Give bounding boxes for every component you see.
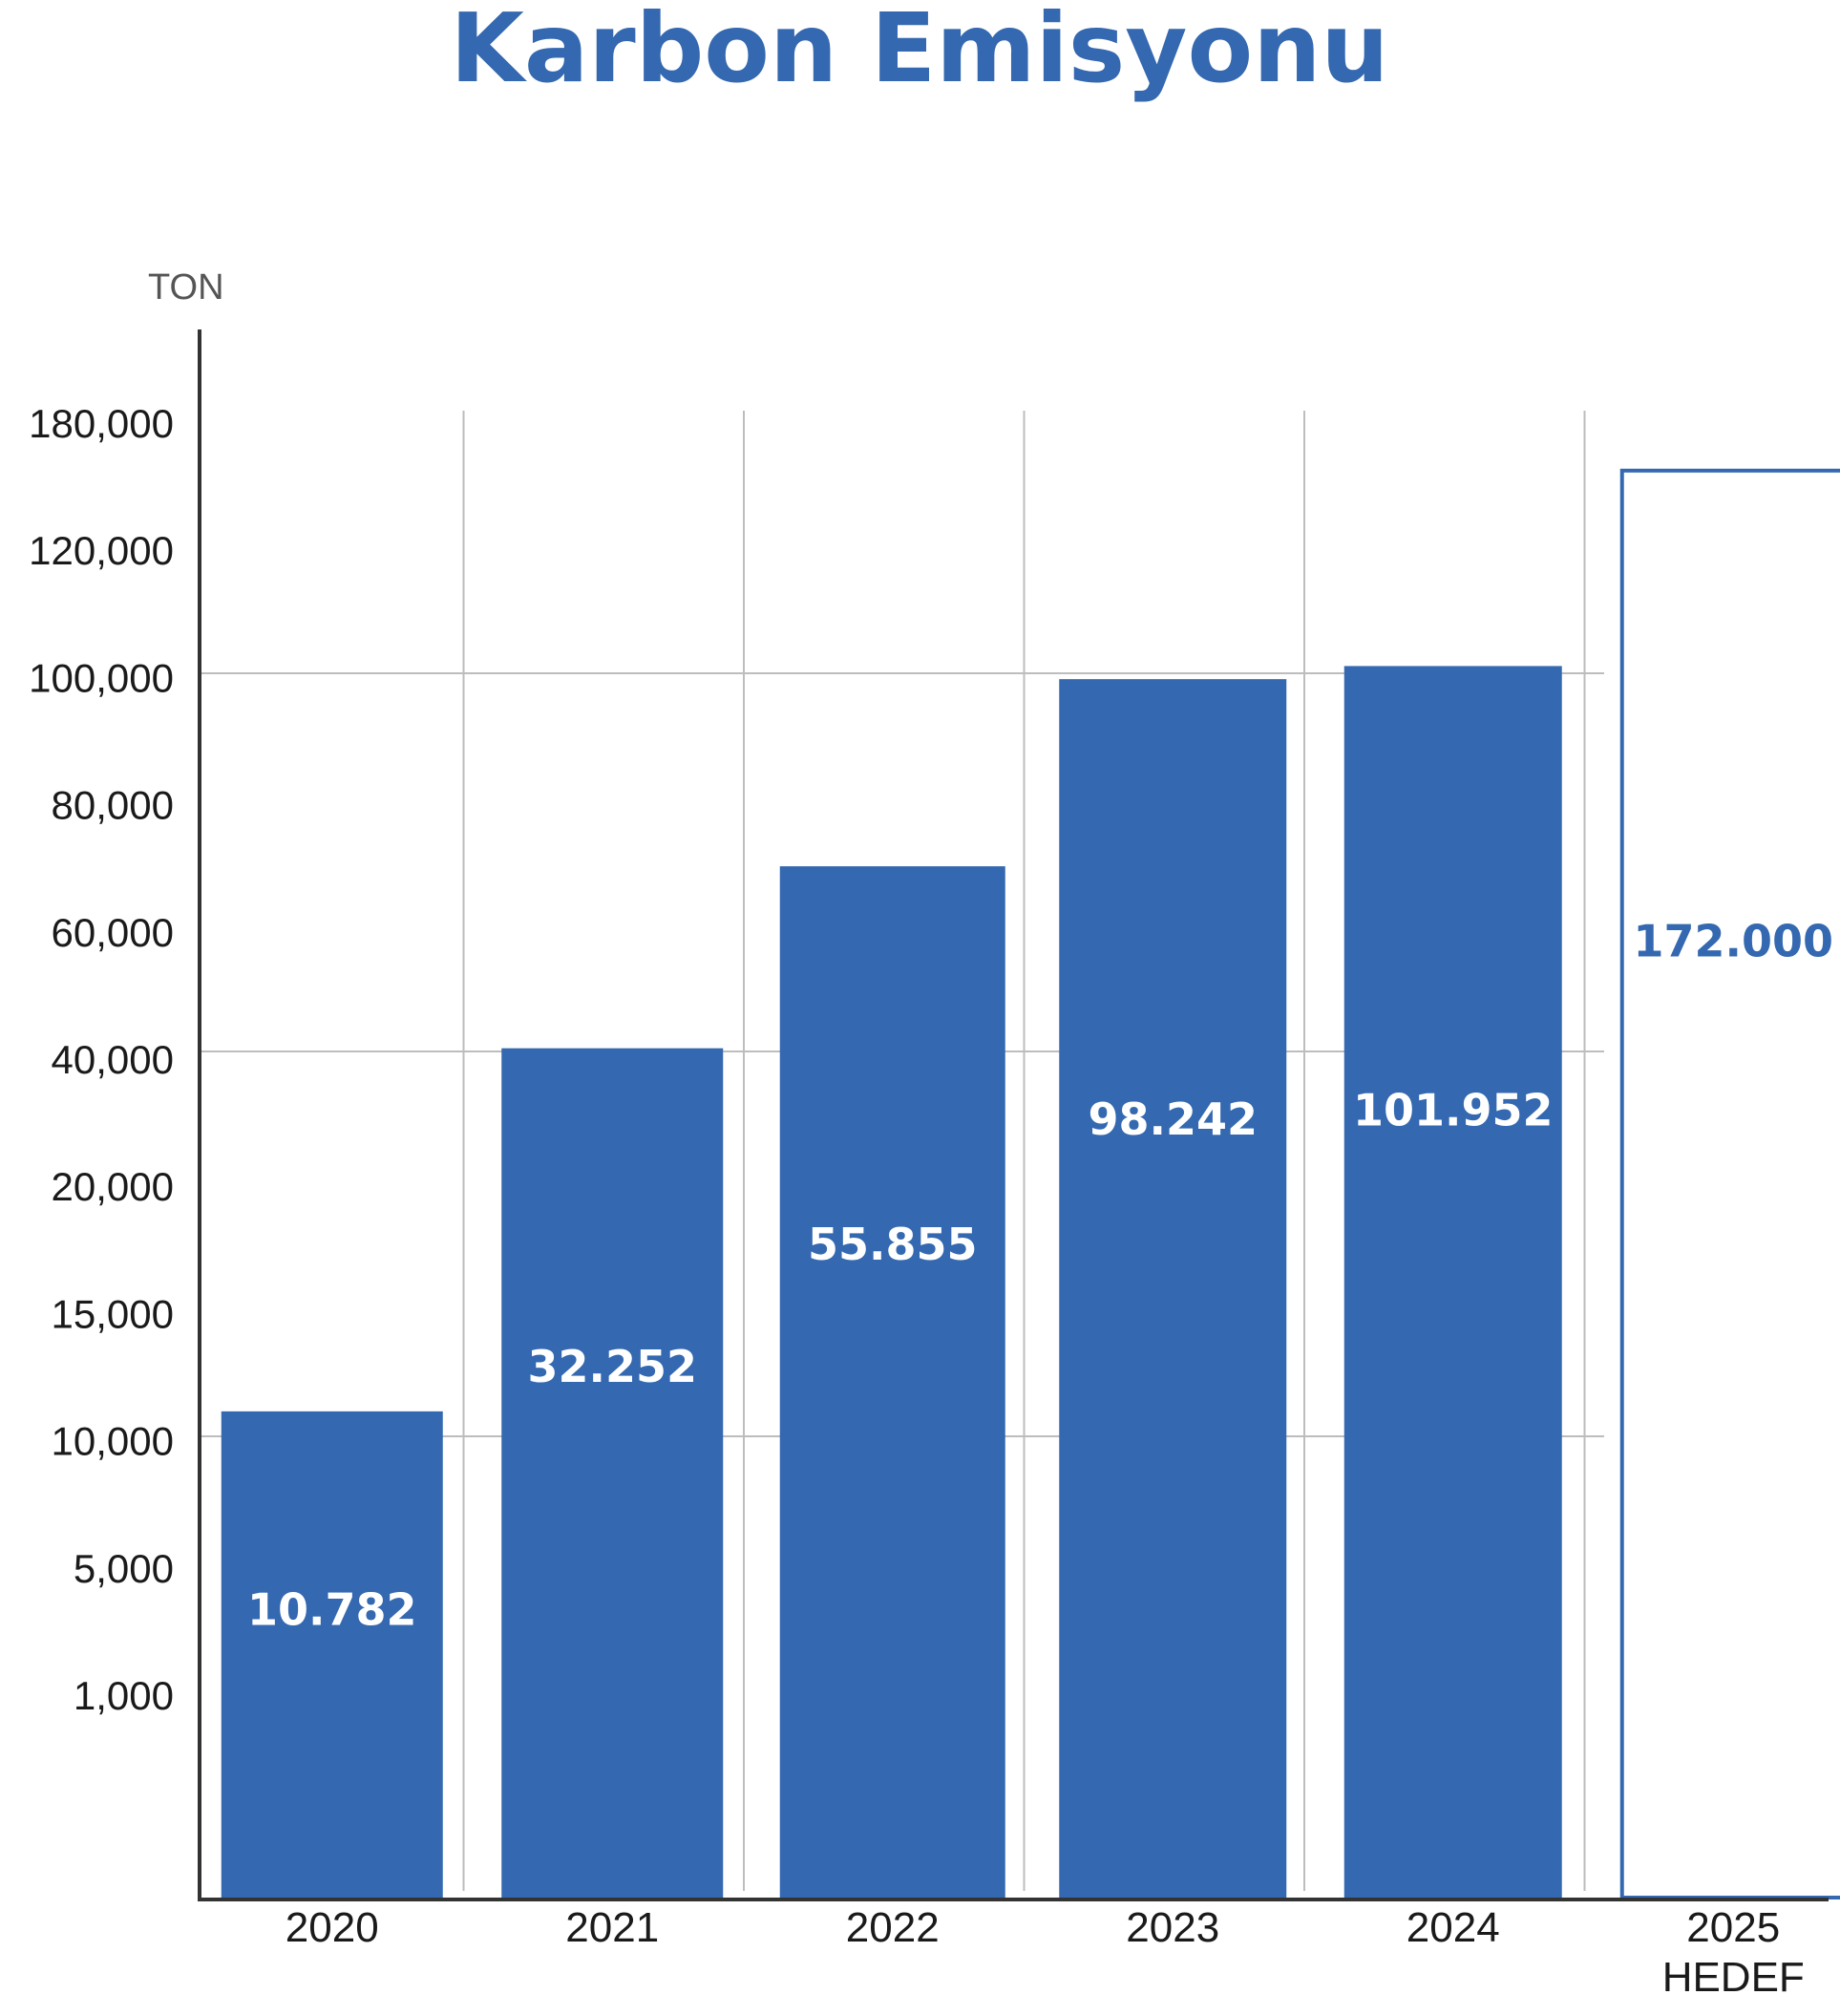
data-label-2022: 55.855 bbox=[808, 1219, 978, 1270]
chart-title: Karbon Emisyonu bbox=[450, 0, 1388, 104]
bar-2020 bbox=[221, 1411, 443, 1899]
bar-2024 bbox=[1343, 666, 1562, 1899]
bar-2025 bbox=[1619, 468, 1840, 1900]
y-tick-label: 5,000 bbox=[74, 1546, 174, 1591]
y-tick-label: 120,000 bbox=[29, 528, 174, 573]
data-label-2020: 10.782 bbox=[247, 1584, 417, 1636]
x-label-2024: 2024 bbox=[1406, 1904, 1500, 1951]
y-tick-label: 80,000 bbox=[52, 783, 174, 828]
y-tick-label: 15,000 bbox=[52, 1291, 174, 1336]
x-label-2025: 2025 bbox=[1686, 1904, 1780, 1951]
data-label-2025: 172.000 bbox=[1633, 916, 1833, 967]
data-labels: 10.782 32.252 55.855 98.242 101.952 172.000 bbox=[247, 916, 1833, 1636]
x-label-2021: 2021 bbox=[565, 1904, 659, 1951]
data-label-2024: 101.952 bbox=[1353, 1085, 1554, 1136]
bar-2023 bbox=[1059, 679, 1287, 1899]
y-tick-label: 100,000 bbox=[29, 655, 174, 700]
x-label-2023: 2023 bbox=[1126, 1904, 1219, 1951]
y-unit-label: TON bbox=[148, 267, 224, 308]
data-label-2021: 32.252 bbox=[527, 1341, 697, 1392]
y-tick-label: 20,000 bbox=[52, 1164, 174, 1209]
bar-2021 bbox=[501, 1048, 724, 1899]
bar-2022 bbox=[779, 866, 1005, 1899]
y-tick-labels: 1,000 5,000 10,000 15,000 20,000 40,000 60,000… bbox=[29, 401, 174, 1718]
data-label-2023: 98.242 bbox=[1088, 1093, 1258, 1145]
y-tick-label: 1,000 bbox=[74, 1673, 174, 1718]
x-sublabel-2025: HEDEF bbox=[1662, 1954, 1805, 2001]
x-label-2022: 2022 bbox=[846, 1904, 940, 1951]
axes bbox=[198, 329, 1829, 1901]
y-tick-label: 10,000 bbox=[52, 1419, 174, 1464]
x-label-2020: 2020 bbox=[286, 1904, 379, 1951]
bars bbox=[221, 468, 1840, 1900]
y-tick-label: 60,000 bbox=[52, 910, 174, 955]
y-tick-label: 40,000 bbox=[52, 1037, 174, 1082]
y-tick-label: 180,000 bbox=[29, 401, 174, 446]
